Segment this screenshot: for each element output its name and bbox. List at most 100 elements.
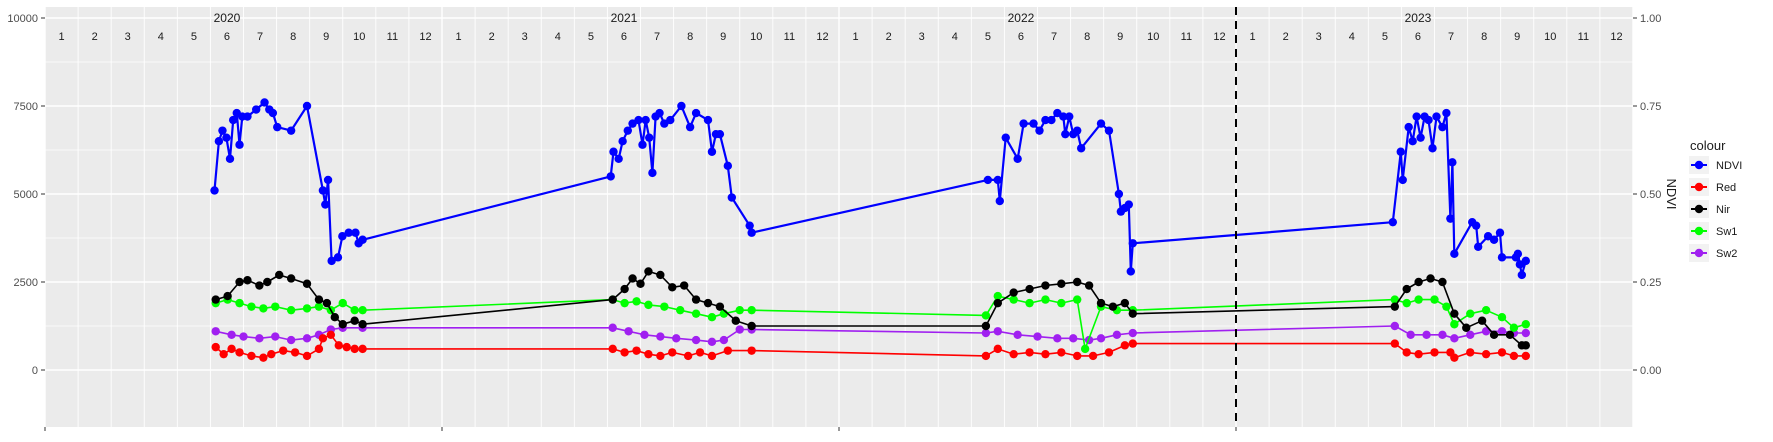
data-point [1025,284,1034,294]
data-point [618,137,627,146]
month-label: 12 [816,31,828,43]
data-point [685,122,695,132]
data-point [252,105,261,114]
data-point [707,337,717,347]
month-label: 4 [555,31,561,43]
legend-label-red: Red [1716,182,1736,194]
series-line-nir [215,270,1526,347]
data-point [327,256,336,266]
data-point [1009,295,1018,304]
data-point [1124,200,1134,209]
month-label: 12 [1610,31,1622,43]
data-point [640,330,649,339]
data-point [1450,334,1459,343]
month-label: 8 [1084,31,1090,43]
data-point [1073,351,1082,361]
data-point [1430,348,1439,357]
data-point [1426,274,1435,283]
data-point [351,228,360,237]
data-point [228,115,238,125]
data-point [1108,302,1118,311]
data-point [358,344,367,354]
data-point [1416,133,1425,142]
data-point [648,168,657,178]
data-point [1495,228,1505,237]
data-point [338,298,347,308]
data-point [358,320,367,329]
data-point [1521,341,1531,350]
data-point [1096,334,1106,343]
data-point [1450,249,1459,259]
legend-swatch-point [1694,182,1704,192]
legend-key-red [1689,178,1709,196]
data-point [279,346,288,355]
data-point [1402,348,1411,357]
data-point [1450,309,1459,318]
data-point [286,126,296,135]
data-point [1509,323,1519,332]
legend-swatch-point [1694,248,1704,258]
data-point [334,341,343,350]
data-point [638,140,647,149]
month-label: 4 [952,31,958,43]
data-point [656,351,665,361]
data-point [1059,112,1068,121]
data-point [260,98,269,107]
data-point [1073,126,1082,135]
data-point [342,342,351,352]
data-point [275,270,284,280]
month-label: 10 [750,31,762,43]
data-point [286,274,296,283]
year-label: 2020 [214,11,241,25]
data-point [620,284,629,294]
data-point [1473,242,1483,251]
data-point [1509,351,1519,361]
data-point [1096,298,1106,308]
data-point [263,277,272,287]
data-point [302,101,312,111]
year-labels: 2020 2021 2022 2023 [214,11,1432,25]
data-point [634,115,643,125]
data-point [1076,144,1086,153]
data-point [322,298,332,308]
data-point [723,346,733,355]
month-label: 11 [387,31,398,43]
data-point [1402,284,1411,294]
data-point [679,281,689,290]
data-point [1019,119,1028,128]
data-point [1029,119,1038,128]
month-label: 3 [919,31,925,43]
data-point [1408,137,1417,146]
data-point [1001,133,1010,142]
legend-key-nir [1689,200,1709,218]
data-point [1442,302,1451,311]
month-label: 5 [1382,31,1388,43]
data-point [1390,302,1400,311]
data-point [1033,332,1042,341]
month-labels: 1 2 3 4 5 6 7 8 9 10 11 12 1 2 3 4 5 6 7 8 9 10 11 12 1 2 3 4 5 6 7 8 9 1… [58,31,1622,43]
data-point [644,300,653,310]
data-point [1069,334,1078,343]
data-point [1466,348,1475,357]
data-point [273,122,282,132]
data-point [1053,334,1062,343]
data-point [1041,281,1050,290]
data-point [255,281,264,290]
data-point [1061,129,1070,139]
data-point [1438,330,1447,339]
data-point [691,295,701,304]
year-label: 2023 [1405,11,1432,25]
data-point [1430,295,1439,304]
data-point [993,291,1002,301]
month-label: 4 [158,31,164,43]
data-point [735,305,744,315]
data-point [747,321,756,331]
data-point [691,335,701,345]
data-point [1035,126,1044,135]
month-label: 1 [58,31,64,43]
month-label: 10 [1147,31,1159,43]
month-label: 3 [522,31,528,43]
data-point [271,302,280,311]
data-point [225,154,235,163]
data-point [656,270,665,280]
